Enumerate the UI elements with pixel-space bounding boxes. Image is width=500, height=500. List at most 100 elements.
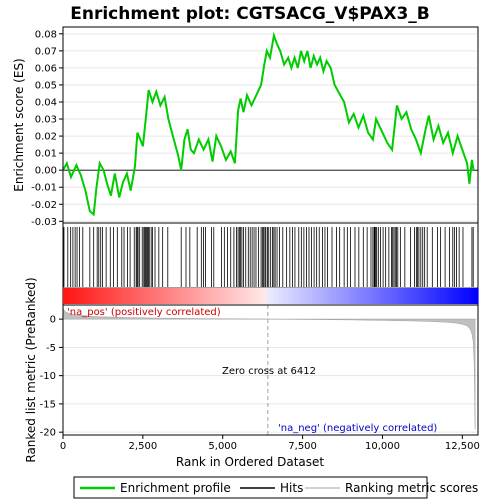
es-y-tick-label: 0.03: [35, 115, 57, 126]
color-bar-segment: [298, 288, 303, 304]
color-bar-segment: [287, 288, 292, 304]
color-bar-segment: [422, 288, 427, 304]
color-bar-segment: [87, 288, 92, 304]
color-bar-segment: [322, 288, 327, 304]
color-bar-segment: [249, 288, 254, 304]
es-y-tick-label: -0.03: [31, 217, 57, 228]
color-bar-segment: [284, 288, 289, 304]
color-bar-segment: [346, 288, 351, 304]
color-bar-segment: [235, 288, 240, 304]
ranking-x-tick-label: 5,000: [208, 441, 237, 452]
color-bar-segment: [450, 288, 455, 304]
es-y-tick-label: -0.01: [31, 183, 57, 194]
color-bar-segment: [426, 288, 431, 304]
color-bar-segment: [381, 288, 386, 304]
color-bar-segment: [218, 288, 223, 304]
color-bar-segment: [152, 288, 157, 304]
color-bar-segment: [201, 288, 206, 304]
color-bar-segment: [242, 288, 247, 304]
color-bar-segment: [97, 288, 102, 304]
color-bar-segment: [415, 288, 420, 304]
color-bar-segment: [83, 288, 88, 304]
color-bar-segment: [208, 288, 213, 304]
color-bar-segment: [246, 288, 251, 304]
es-y-tick-label: 0.06: [35, 63, 57, 74]
es-y-tick-label: 0.07: [35, 46, 57, 57]
color-bar-segment: [170, 288, 175, 304]
pos-correlated-label: 'na_pos' (positively correlated): [67, 307, 221, 318]
color-bar-segment: [125, 288, 130, 304]
color-bar-segment: [436, 288, 441, 304]
color-bar-segment: [135, 288, 140, 304]
color-bar-segment: [360, 288, 365, 304]
ranking-y-axis-title: Ranked list metric (PreRanked): [24, 277, 38, 462]
es-y-axis-title: Enrichment score (ES): [12, 58, 26, 191]
ranking-x-tick-label: 0: [60, 441, 66, 452]
ranking-y-ticks: 0 -5 -10 -15 -20: [40, 315, 63, 439]
color-bar-segment: [367, 288, 372, 304]
color-bar-segment: [457, 288, 462, 304]
color-bar-segment: [467, 288, 472, 304]
color-bar-segment: [395, 288, 400, 304]
chart-title: Enrichment plot: CGTSACG_V$PAX3_B: [70, 4, 430, 24]
ranking-y-tick-label: -15: [40, 399, 56, 410]
color-bar-segment: [94, 288, 99, 304]
color-bar-segment: [159, 288, 164, 304]
color-bar-segment: [114, 288, 119, 304]
color-bar-segment: [312, 288, 317, 304]
color-bar-segment: [384, 288, 389, 304]
color-bar-segment: [446, 288, 451, 304]
color-bar-segment: [336, 288, 341, 304]
color-bar-segment: [204, 288, 209, 304]
color-bar-segment: [363, 288, 368, 304]
color-bar-segment: [356, 288, 362, 304]
color-bar-segment: [149, 288, 154, 304]
color-bar-segment: [325, 288, 330, 304]
color-bar-segment: [128, 288, 133, 304]
color-bar-segment: [69, 288, 74, 304]
color-bar-segment: [464, 288, 469, 304]
color-bar-segment: [308, 288, 313, 304]
color-bar-segment: [377, 288, 382, 304]
es-y-tick-label: 0.08: [35, 29, 57, 40]
ranking-y-tick-label: -10: [40, 371, 56, 382]
enrichment-panel: -0.03 -0.02 -0.01 0.00 0.01 0.02 0.03 0.04 0.05 0…: [12, 26, 479, 228]
color-bar-segment: [388, 288, 393, 304]
color-bar-segment: [263, 288, 268, 304]
color-bar-segment: [329, 288, 334, 304]
color-bar-segment: [101, 288, 106, 304]
es-y-ticks: -0.03 -0.02 -0.01 0.00 0.01 0.02 0.03 0.04 0.05 0…: [31, 29, 63, 228]
neg-correlated-label: 'na_neg' (negatively correlated): [278, 423, 437, 434]
color-bar-segment: [315, 288, 320, 304]
color-bar-segment: [256, 288, 261, 304]
color-bar-segment: [229, 288, 234, 304]
color-bar-segment: [318, 288, 323, 304]
color-bar-segment: [398, 288, 403, 304]
color-bar-segment: [76, 288, 81, 304]
color-bar-segment: [443, 288, 448, 304]
ranking-x-tick-label: 10,000: [365, 441, 400, 452]
ranking-panel: 'na_pos' (positively correlated) 'na_neg…: [24, 277, 480, 469]
ranking-x-tick-label: 12,500: [445, 441, 480, 452]
color-bar-segment: [305, 288, 310, 304]
ranking-x-ticks: 0 2,500 5,000 7,500 10,000 12,500: [60, 435, 480, 452]
ranking-metric-area: [62, 307, 476, 430]
legend-hits-label: Hits: [280, 481, 303, 495]
color-bar-segment: [63, 288, 68, 304]
color-bar-segment: [184, 288, 189, 304]
color-bar-segment: [401, 288, 406, 304]
rank-color-bar: [63, 288, 479, 304]
color-bar-segment: [412, 288, 417, 304]
color-bar-segment: [180, 288, 185, 304]
color-bar-segment: [194, 288, 199, 304]
color-bar-segment: [353, 288, 358, 304]
color-bar-segment: [370, 288, 375, 304]
color-bar-segment: [90, 288, 95, 304]
color-bar-segment: [107, 288, 113, 304]
enrichment-profile-line: [62, 31, 475, 217]
color-bar-segment: [301, 288, 306, 304]
color-bar-segment: [277, 288, 282, 304]
color-bar-segment: [146, 288, 151, 304]
color-bar-segment: [433, 288, 438, 304]
color-bar-segment: [439, 288, 445, 304]
